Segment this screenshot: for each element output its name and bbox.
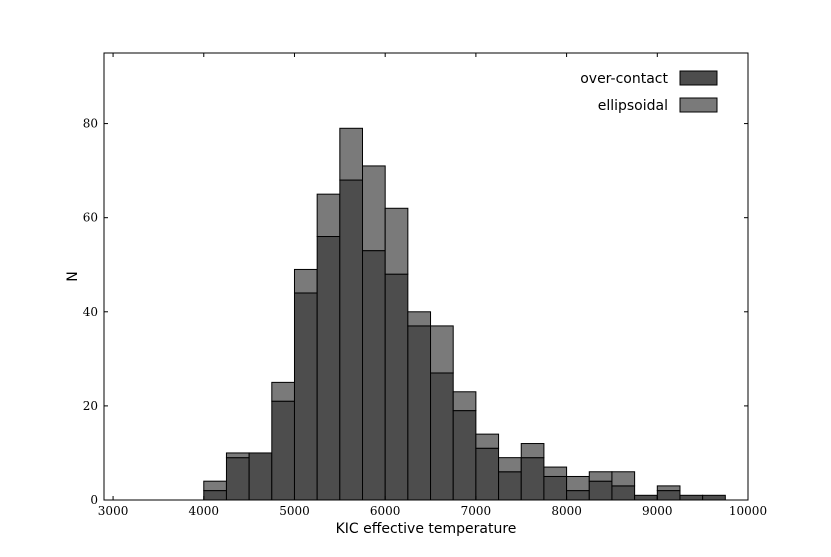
bar-ellipsoidal xyxy=(407,311,432,327)
bar-ellipsoidal xyxy=(475,433,500,449)
y-axis-label: N xyxy=(65,271,81,281)
y-tick-label: 80 xyxy=(83,117,98,131)
bar-over-contact xyxy=(225,457,250,501)
bar-ellipsoidal xyxy=(566,475,590,492)
x-tick-label: 9000 xyxy=(642,504,673,518)
bar-ellipsoidal xyxy=(520,443,545,459)
bar-ellipsoidal xyxy=(271,381,295,402)
bar-over-contact xyxy=(362,250,386,501)
bar-over-contact xyxy=(611,485,636,501)
bar-over-contact xyxy=(293,292,318,501)
legend-swatch xyxy=(679,70,718,86)
y-tick-label: 60 xyxy=(83,211,98,225)
bar-ellipsoidal xyxy=(225,452,250,459)
bar-over-contact xyxy=(271,400,295,501)
legend-label: ellipsoidal xyxy=(598,98,668,114)
bar-over-contact xyxy=(339,179,364,501)
x-tick-label: 6000 xyxy=(370,504,401,518)
bar-over-contact xyxy=(407,325,432,501)
bar-over-contact xyxy=(679,494,704,501)
bar-ellipsoidal xyxy=(430,325,454,374)
bar-ellipsoidal xyxy=(339,127,364,181)
bar-ellipsoidal xyxy=(362,165,386,252)
plot-frame xyxy=(103,52,749,501)
bar-ellipsoidal xyxy=(293,268,318,294)
bar-ellipsoidal xyxy=(203,480,227,492)
bar-over-contact xyxy=(452,410,477,501)
y-tick-label: 20 xyxy=(83,399,98,413)
x-tick-label: 3000 xyxy=(98,504,129,518)
bar-over-contact xyxy=(248,452,273,501)
y-tick-label: 40 xyxy=(83,305,98,319)
legend: over-contact ellipsoidal xyxy=(580,70,718,114)
bar-ellipsoidal xyxy=(543,466,568,477)
bar-over-contact xyxy=(384,273,409,501)
bar-over-contact xyxy=(430,372,454,501)
bar-over-contact xyxy=(702,494,726,501)
y-tick-label: 0 xyxy=(90,493,98,507)
x-tick-label: 5000 xyxy=(279,504,310,518)
bar-over-contact xyxy=(475,447,500,501)
bar-over-contact xyxy=(520,457,545,501)
bar-ellipsoidal xyxy=(498,457,522,473)
x-tick-label: 4000 xyxy=(189,504,220,518)
ticks-group: 3000 4000 5000 6000 7000 8000 9000 10000 0 20 40 60… xyxy=(83,53,767,518)
legend-label: over-contact xyxy=(580,71,668,87)
x-axis-label: KIC effective temperature xyxy=(336,521,517,537)
bar-over-contact xyxy=(656,490,681,501)
bar-over-contact xyxy=(543,475,568,501)
bar-over-contact xyxy=(203,490,227,501)
bar-ellipsoidal xyxy=(384,207,409,275)
bar-ellipsoidal xyxy=(452,391,477,412)
bar-over-contact xyxy=(498,471,522,501)
bar-ellipsoidal xyxy=(656,485,681,492)
bar-over-contact xyxy=(566,490,590,501)
x-tick-label: 10000 xyxy=(729,504,767,518)
x-tick-label: 7000 xyxy=(461,504,492,518)
bar-over-contact xyxy=(634,494,658,501)
bar-ellipsoidal xyxy=(316,193,341,238)
bars-group xyxy=(203,127,726,501)
bar-over-contact xyxy=(316,236,341,501)
legend-swatch xyxy=(679,97,718,113)
bar-ellipsoidal xyxy=(611,471,636,487)
x-tick-label: 8000 xyxy=(551,504,582,518)
bar-over-contact xyxy=(588,480,613,501)
bar-ellipsoidal xyxy=(588,471,613,482)
